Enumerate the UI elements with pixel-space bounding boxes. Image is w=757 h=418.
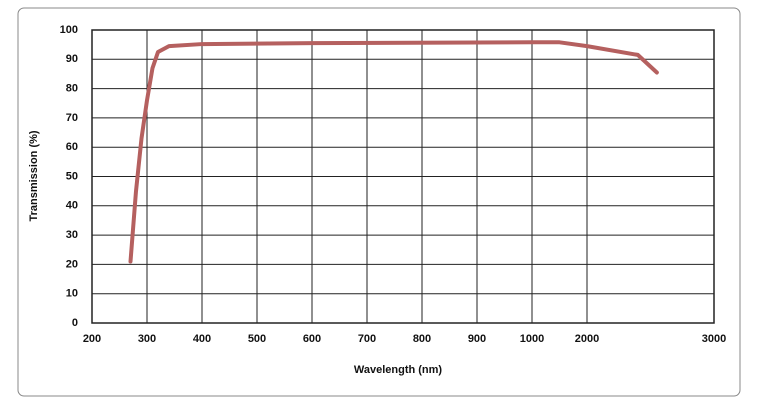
x-tick-label: 600 bbox=[303, 333, 321, 345]
y-tick-label: 60 bbox=[66, 141, 78, 153]
x-tick-label: 3000 bbox=[702, 333, 726, 345]
x-tick-label: 800 bbox=[413, 333, 431, 345]
y-tick-label: 20 bbox=[66, 258, 78, 270]
y-tick-label: 30 bbox=[66, 229, 78, 241]
y-tick-label: 40 bbox=[66, 200, 78, 212]
y-axis-label: Transmission (%) bbox=[28, 130, 40, 221]
y-tick-label: 90 bbox=[66, 53, 78, 65]
x-tick-label: 1000 bbox=[520, 333, 544, 345]
y-tick-label: 70 bbox=[66, 112, 78, 124]
x-tick-label: 500 bbox=[248, 333, 266, 345]
x-tick-label: 300 bbox=[138, 333, 156, 345]
y-tick-label: 80 bbox=[66, 83, 78, 95]
plot-frame bbox=[91, 29, 715, 324]
card bbox=[17, 7, 741, 397]
y-tick-label: 0 bbox=[72, 317, 78, 329]
series-line bbox=[128, 40, 659, 264]
x-tick-label: 700 bbox=[358, 333, 376, 345]
x-tick-label: 200 bbox=[83, 333, 101, 345]
y-tick-label: 50 bbox=[66, 170, 78, 182]
y-tick-label: 100 bbox=[60, 24, 78, 36]
x-tick-label: 2000 bbox=[575, 333, 599, 345]
x-tick-label: 900 bbox=[468, 333, 486, 345]
x-tick-label: 400 bbox=[193, 333, 211, 345]
y-tick-label: 10 bbox=[66, 288, 78, 300]
x-axis-label: Wavelength (nm) bbox=[354, 364, 443, 376]
